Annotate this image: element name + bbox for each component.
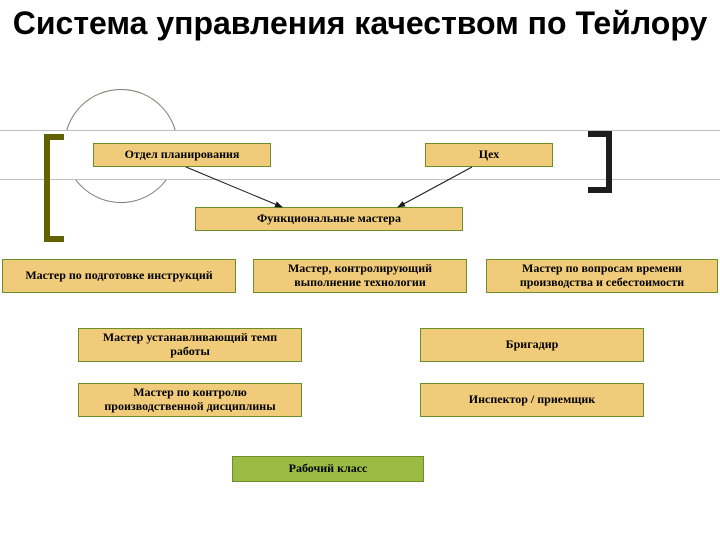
box-inspector: Инспектор / приемщик [420,383,644,417]
box-discipline-master: Мастер по контролю производственной дисц… [78,383,302,417]
box-technology-master: Мастер, контролирующий выполнение технол… [253,259,467,293]
box-instruction-master: Мастер по подготовке инструкций [2,259,236,293]
box-functional-masters: Функциональные мастера [195,207,463,231]
box-foreman: Бригадир [420,328,644,362]
slide-title: Система управления качеством по Тейлору [0,6,720,41]
slide: { "title": { "text": "Система управления… [0,0,720,540]
box-time-cost-master: Мастер по вопросам времени производства … [486,259,718,293]
box-planning-dept: Отдел планирования [93,143,271,167]
box-tempo-master: Мастер устанавливающий темп работы [78,328,302,362]
box-worker-class: Рабочий класс [232,456,424,482]
box-workshop: Цех [425,143,553,167]
